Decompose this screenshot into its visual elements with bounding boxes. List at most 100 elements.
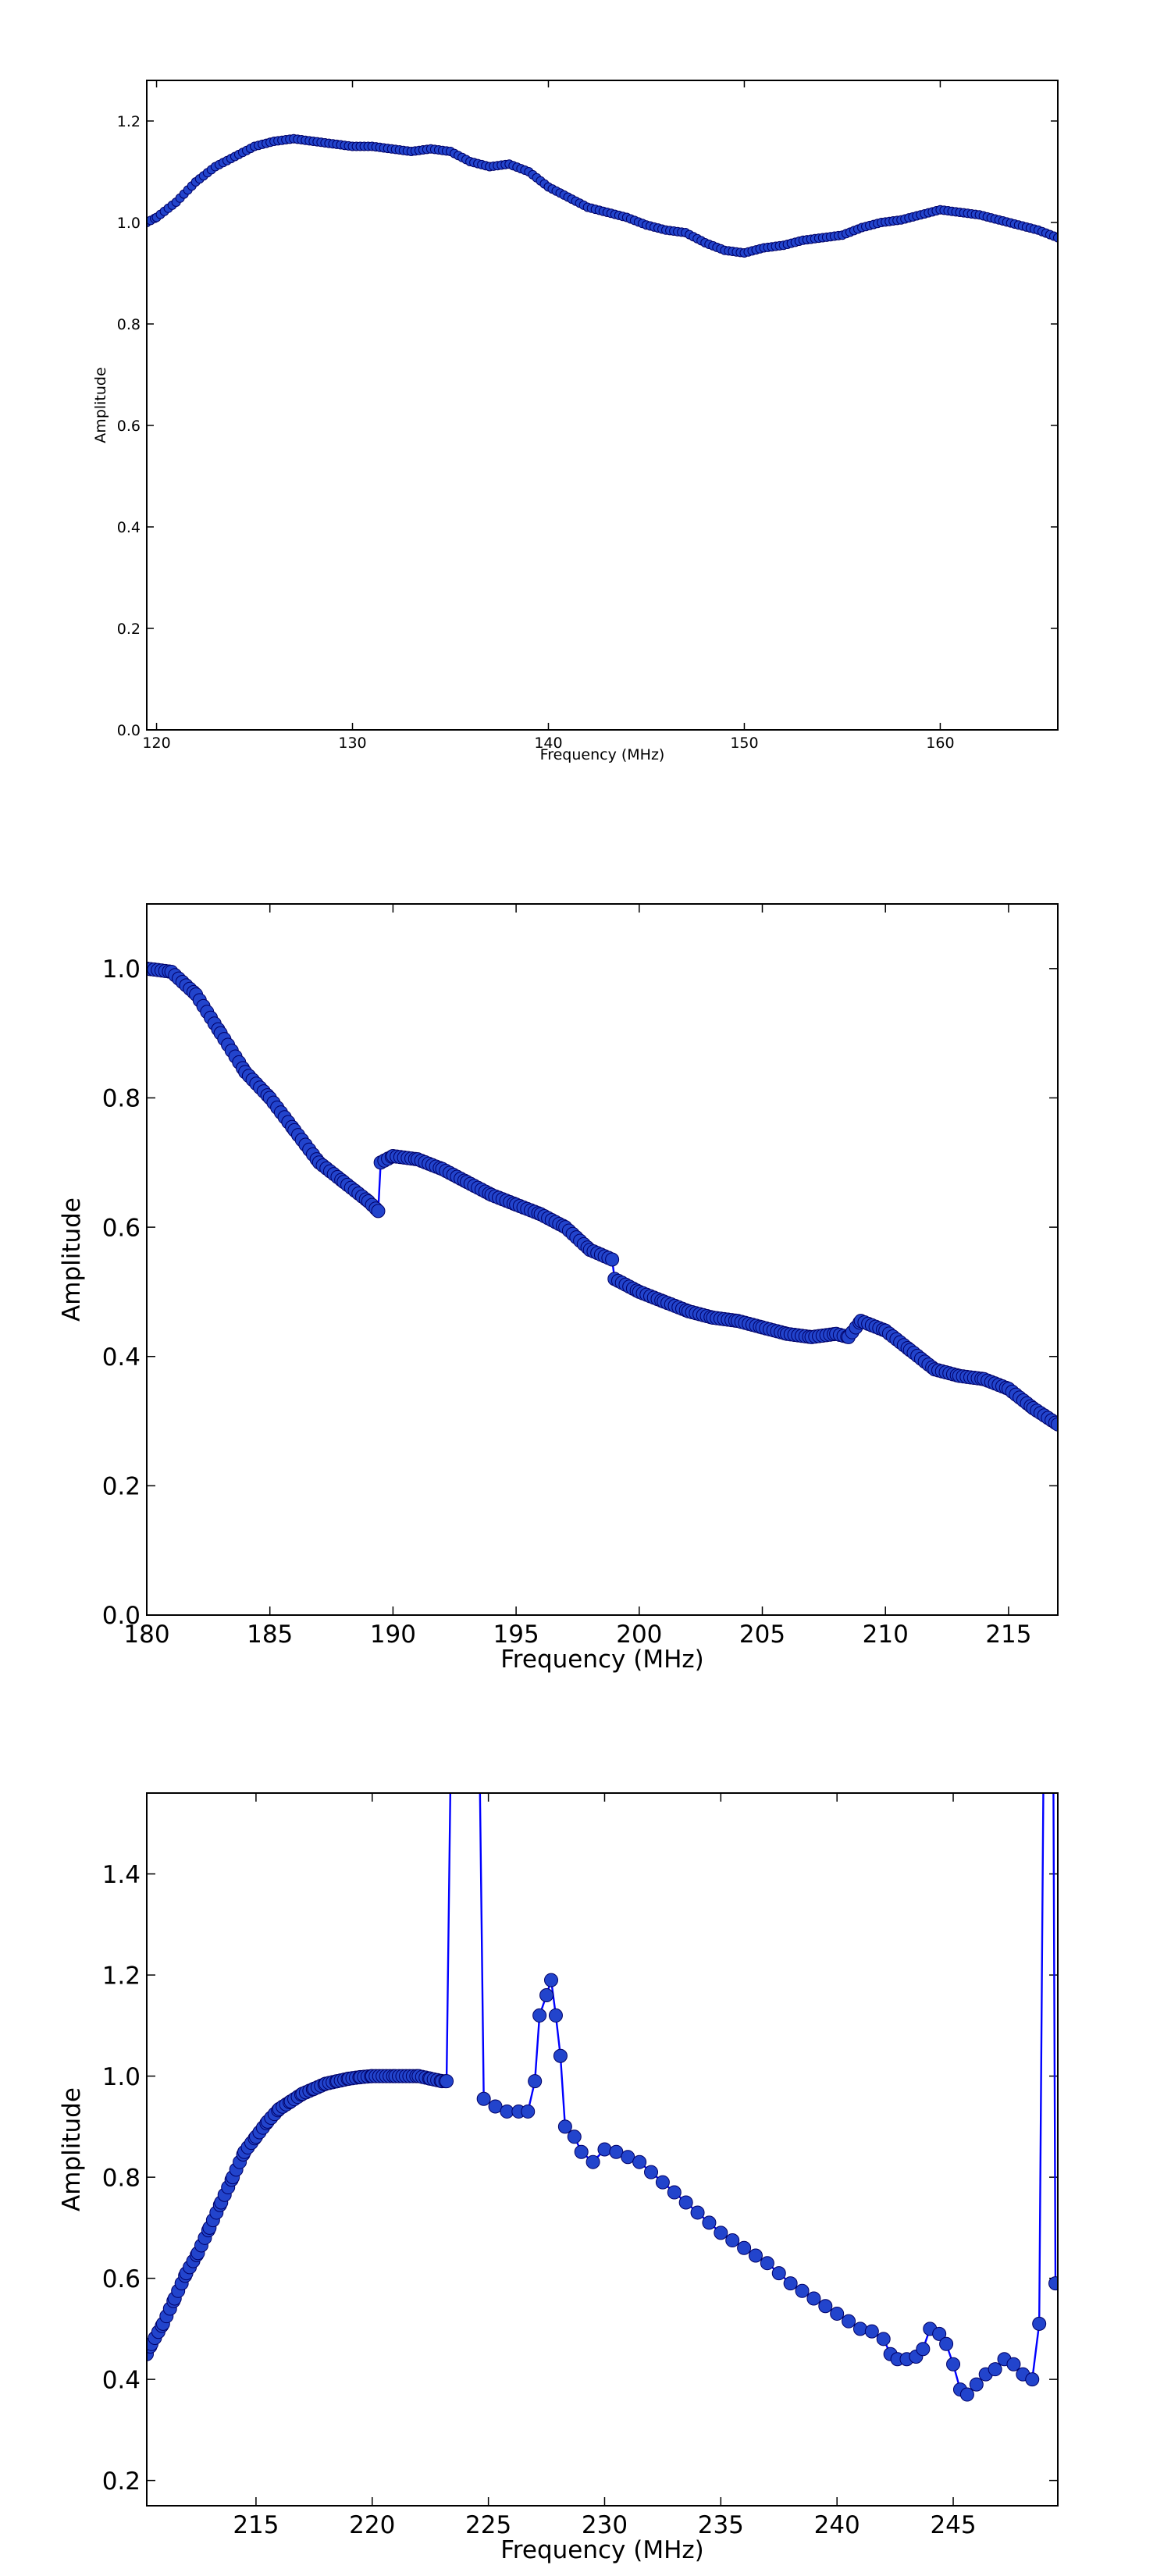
x-tick-label: 230: [582, 2511, 628, 2539]
x-tick-label: 160: [926, 735, 954, 752]
data-point: [678, 2195, 693, 2210]
data-point: [371, 1204, 386, 1219]
data-point: [988, 2362, 1002, 2377]
data-point: [567, 2129, 582, 2144]
y-axis-label: Amplitude: [58, 1197, 86, 1322]
x-tick-label: 215: [985, 1621, 1031, 1649]
data-point: [488, 2099, 503, 2114]
data-point: [771, 2266, 786, 2281]
y-tick-label: 0.0: [117, 722, 141, 739]
x-tick-label: 225: [465, 2511, 511, 2539]
chart-panel-3: 215 220 225 230 235 240 245 0.2 0.4 0.6 0.8 1.0 1.2 1…: [58, 1792, 1059, 2564]
data-point: [632, 2154, 647, 2169]
x-tick-label: 130: [338, 735, 366, 752]
data-point: [521, 2104, 536, 2119]
data-point: [916, 2342, 931, 2357]
data-point: [852, 2322, 867, 2336]
plot-area: [147, 961, 1058, 1432]
x-tick-label: 205: [739, 1621, 785, 1649]
x-tick-label: 235: [698, 2511, 744, 2539]
data-point: [690, 2205, 705, 2220]
x-tick-label: 210: [863, 1621, 909, 1649]
data-point: [574, 2144, 589, 2159]
x-tick-label: 180: [123, 1621, 169, 1649]
data-point: [597, 2142, 612, 2157]
y-tick-label: 0.6: [102, 1214, 141, 1242]
data-point: [842, 2314, 856, 2329]
data-point: [939, 2336, 954, 2351]
data-point: [667, 2185, 682, 2200]
y-tick-label: 1.0: [117, 215, 141, 232]
x-tick-label: 215: [233, 2511, 279, 2539]
y-tick-label: 0.6: [117, 418, 141, 435]
series-line: [147, 137, 1058, 254]
data-point: [864, 2324, 879, 2339]
y-tick-label: 1.0: [102, 2063, 141, 2091]
y-tick-label: 0.2: [102, 1473, 141, 1501]
data-point: [557, 2119, 572, 2134]
plot-area: [147, 1793, 1058, 2402]
data-point: [946, 2357, 961, 2371]
y-axis-label: Amplitude: [58, 2087, 86, 2211]
x-tick-label: 120: [142, 735, 170, 752]
data-point: [818, 2299, 833, 2314]
y-tick-label: 1.2: [102, 1962, 141, 1990]
data-point: [1051, 1417, 1058, 1432]
chart-panel-1: 120 130 140 150 160 0.0 0.2 0.4 0.6 0.8 1.0 1.2 Freq…: [92, 80, 1059, 763]
y-tick-label: 0.4: [102, 2366, 141, 2394]
y-tick-label: 0.2: [117, 621, 141, 638]
plot-frame: [146, 80, 1059, 731]
x-tick-label: 195: [493, 1621, 539, 1649]
y-axis-label: Amplitude: [92, 367, 109, 443]
data-point: [1025, 2372, 1040, 2387]
data-point: [1032, 2316, 1047, 2331]
y-tick-label: 0.8: [102, 2164, 141, 2192]
x-tick-label: 200: [616, 1621, 662, 1649]
data-point: [539, 1988, 554, 2003]
data-point: [605, 1252, 620, 1267]
y-tick-label: 0.8: [102, 1085, 141, 1113]
plot-frame: [146, 1792, 1059, 2507]
data-point: [621, 2150, 635, 2165]
y-tick-label: 0.4: [117, 519, 141, 536]
data-point: [548, 2008, 563, 2023]
data-point: [609, 2144, 624, 2159]
data-point: [532, 2008, 547, 2023]
y-tick-label: 0.2: [102, 2467, 141, 2496]
y-tick-label: 0.4: [102, 1343, 141, 1372]
data-point: [528, 2074, 543, 2089]
x-tick-label: 140: [534, 735, 562, 752]
data-point: [476, 2091, 491, 2106]
x-tick-label: 190: [370, 1621, 416, 1649]
y-tick-label: 0.6: [102, 2265, 141, 2293]
y-tick-label: 1.4: [102, 1861, 141, 1889]
data-point: [1053, 233, 1058, 243]
x-axis-label: Frequency (MHz): [500, 1646, 704, 1674]
data-point: [737, 2240, 752, 2255]
data-point: [795, 2283, 810, 2298]
chart-panel-2: 180 185 190 195 200 205 210 215 0.0 0.2 0.4 0.6 0.8 1…: [58, 903, 1059, 1674]
x-tick-label: 185: [247, 1621, 293, 1649]
data-point: [544, 1973, 559, 1987]
data-point: [725, 2233, 740, 2248]
data-point: [748, 2248, 763, 2263]
series-line: [147, 1793, 1057, 2396]
data-point: [806, 2291, 821, 2306]
plot-area: [147, 133, 1058, 258]
y-tick-label: 0.8: [117, 316, 141, 333]
plot-frame: [146, 903, 1059, 1616]
x-axis-label: Frequency (MHz): [500, 2536, 704, 2564]
y-tick-label: 1.0: [102, 955, 141, 984]
data-point: [586, 2154, 600, 2169]
x-tick-label: 245: [930, 2511, 976, 2539]
data-point: [959, 2387, 974, 2402]
data-point: [1048, 2276, 1058, 2291]
data-point: [644, 2165, 659, 2179]
data-point: [783, 2276, 798, 2291]
data-point: [714, 2226, 728, 2240]
data-point: [760, 2256, 774, 2271]
x-tick-label: 240: [814, 2511, 860, 2539]
data-point: [1006, 2357, 1021, 2371]
y-tick-label: 1.2: [117, 113, 141, 130]
